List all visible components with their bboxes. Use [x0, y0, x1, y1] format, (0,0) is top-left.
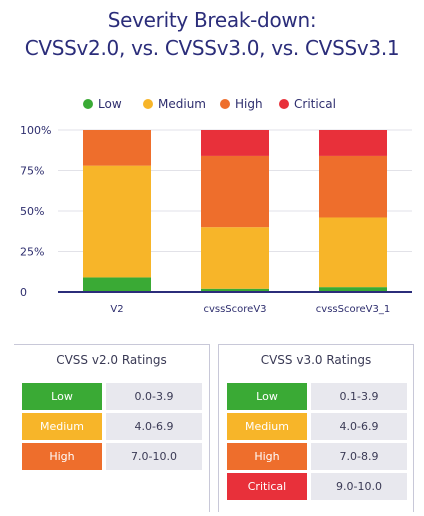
bar-segment-high [83, 130, 151, 166]
rating-row-low: Low 0.0-3.9 [22, 383, 202, 410]
score-range: 0.0-3.9 [106, 383, 202, 410]
score-range: 4.0-6.9 [106, 413, 202, 440]
score-range: 7.0-10.0 [106, 443, 202, 470]
bar-segment-high [201, 155, 269, 228]
score-range: 7.0-8.9 [311, 443, 407, 470]
stacked-bar-chart: Low Medium High Critical 0 25% 50% 75% 100% V2 cvs… [20, 97, 412, 315]
legend-marker-critical [279, 99, 289, 109]
y-tick-label: 100% [20, 124, 51, 137]
severity-label: High [227, 443, 307, 470]
x-tick-label: cvssScoreV3 [203, 304, 266, 315]
cvss-v2-ratings-title: CVSS v2.0 Ratings [56, 353, 167, 367]
severity-label: Low [22, 383, 102, 410]
cvss-v3-ratings-panel: CVSS v3.0 Ratings Low 0.1-3.9 Medium 4.0… [218, 344, 414, 512]
y-tick-label: 25% [20, 246, 44, 259]
cvss-v2-ratings-panel: CVSS v2.0 Ratings Low 0.0-3.9 Medium 4.0… [14, 344, 210, 512]
severity-label: Critical [227, 473, 307, 500]
bar-segment-critical [319, 130, 387, 156]
legend-marker-low [83, 99, 93, 109]
bar-segment-low [201, 288, 269, 292]
x-tick-label: V2 [110, 304, 123, 315]
legend-label-low: Low [98, 97, 122, 111]
legend-marker-high [220, 99, 230, 109]
chart-title-line1: Severity Break-down: [107, 8, 317, 32]
legend-marker-medium [143, 99, 153, 109]
y-tick-label: 0 [20, 286, 27, 299]
score-range: 4.0-6.9 [311, 413, 407, 440]
severity-label: Medium [22, 413, 102, 440]
rating-row-critical: Critical 9.0-10.0 [227, 473, 407, 500]
rating-row-high: High 7.0-10.0 [22, 443, 202, 470]
score-range: 9.0-10.0 [311, 473, 407, 500]
legend-label-critical: Critical [294, 97, 336, 111]
rating-row-low: Low 0.1-3.9 [227, 383, 407, 410]
rating-row-medium: Medium 4.0-6.9 [22, 413, 202, 440]
bar-segment-high [319, 155, 387, 218]
legend-label-high: High [235, 97, 263, 111]
bar-segment-low [319, 287, 387, 292]
rating-row-high: High 7.0-8.9 [227, 443, 407, 470]
bar-segment-medium [319, 217, 387, 288]
score-range: 0.1-3.9 [311, 383, 407, 410]
x-tick-label: cvssScoreV3_1 [316, 304, 390, 315]
y-tick-label: 50% [20, 205, 44, 218]
chart-title-line2: CVSSv2.0, vs. CVSSv3.0, vs. CVSSv3.1 [24, 36, 400, 60]
legend-label-medium: Medium [158, 97, 206, 111]
cvss-v3-ratings-title: CVSS v3.0 Ratings [260, 353, 372, 367]
bar-segment-low [83, 277, 151, 292]
severity-label: High [22, 443, 102, 470]
severity-label: Low [227, 383, 307, 410]
y-tick-label: 75% [20, 165, 44, 178]
bar-segment-critical [201, 130, 269, 156]
rating-row-medium: Medium 4.0-6.9 [227, 413, 407, 440]
bar-segment-medium [201, 227, 269, 289]
severity-label: Medium [227, 413, 307, 440]
bar-segment-medium [83, 165, 151, 278]
